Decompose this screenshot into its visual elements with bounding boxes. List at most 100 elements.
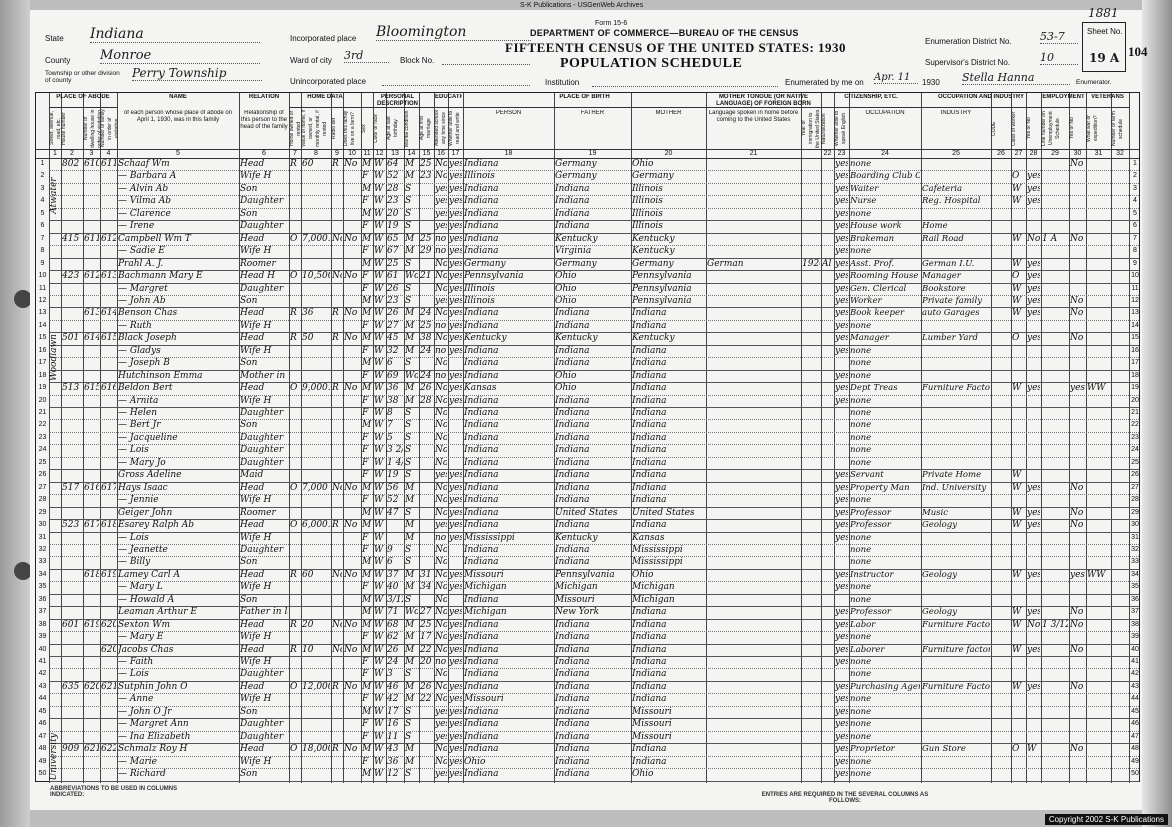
row-number: 8 — [40, 247, 45, 255]
row-number-right: 4 — [1133, 197, 1137, 205]
marital-condition: S — [405, 445, 412, 456]
column-divider — [83, 93, 84, 783]
age-first-marriage: 22 — [420, 694, 432, 705]
street-name: Atwater — [49, 177, 59, 214]
occupation: Boarding Club Operator — [850, 171, 920, 182]
column-divider — [706, 93, 707, 783]
marital-condition: S — [405, 295, 412, 306]
person-name: — Faith — [118, 657, 154, 667]
row-number-right: 17 — [1131, 359, 1139, 367]
relation: Son — [240, 208, 258, 219]
row-divider — [49, 407, 1139, 408]
family-number: 621 — [101, 681, 116, 692]
occupation: Dept Treas — [850, 383, 898, 394]
relation: Head — [240, 569, 265, 580]
occupation: Property Man — [850, 482, 910, 493]
row-number: 41 — [38, 658, 47, 665]
relation: Head — [240, 383, 265, 394]
column-group-header: VETERANS — [1091, 94, 1124, 100]
birthplace-mother: Kentucky — [632, 233, 675, 244]
birthplace-father: Indiana — [555, 544, 590, 555]
person-name: — Bert Jr — [118, 420, 161, 431]
attended-school: yes — [435, 183, 447, 194]
farm: No — [344, 233, 358, 244]
veteran: No — [1070, 333, 1084, 344]
supervisor-label: Supervisor's District No. — [925, 58, 1011, 67]
relation: Wife H — [240, 532, 272, 543]
sex: F — [362, 221, 369, 232]
age-first-marriage: 38 — [420, 333, 432, 344]
column-divider — [100, 93, 101, 783]
attended-school: no — [435, 233, 447, 244]
relation: Wife H — [240, 495, 272, 506]
occupation: Servant — [850, 470, 884, 481]
veteran: No — [1070, 308, 1084, 319]
class-of-worker: O — [1012, 744, 1020, 755]
attended-school: yes — [435, 706, 447, 717]
class-of-worker: W — [1012, 295, 1022, 306]
home-value: 18,000 — [302, 744, 330, 755]
can-read-write: yes — [449, 171, 462, 182]
radio-set: No — [332, 569, 342, 580]
row-number-right: 21 — [1131, 409, 1139, 416]
occupation: none — [850, 669, 872, 680]
row-divider — [49, 469, 1139, 471]
class-of-worker: O — [1012, 333, 1020, 344]
birthplace-mother: Missouri — [632, 706, 672, 717]
sex: M — [362, 482, 372, 493]
industry: Lumber Yard — [922, 333, 978, 344]
sheet-value: 19 A — [1089, 51, 1120, 65]
sex: M — [362, 557, 372, 568]
color-race: W — [374, 358, 384, 369]
relation: Wife H — [240, 756, 272, 767]
column-header: OCCUPATION — [865, 110, 905, 116]
row-number: 47 — [38, 732, 47, 740]
sex: M — [362, 607, 372, 618]
attended-school: No — [435, 681, 447, 692]
row-divider — [49, 344, 1139, 346]
column-header: Yes or No — [1026, 117, 1032, 140]
person-name: — Anne — [118, 694, 154, 705]
occupation: Professor — [850, 607, 891, 618]
row-number: 17 — [38, 359, 47, 367]
enumerator-label: Enumerator. — [1076, 79, 1112, 86]
row-number: 6 — [40, 222, 45, 230]
speaks-english: yes — [835, 470, 848, 481]
row-divider — [49, 456, 1139, 458]
column-group-header: NAME — [169, 94, 187, 100]
farm: No — [344, 308, 358, 319]
marital-condition: S — [405, 669, 412, 680]
color-race: W — [374, 719, 384, 730]
birthplace-father: Indiana — [555, 196, 590, 207]
color-race: W — [374, 594, 384, 605]
column-group-header: EDUCATION — [435, 94, 462, 100]
birthplace-father: Indiana — [555, 495, 590, 506]
sex: M — [362, 594, 372, 605]
class-of-worker: W — [1012, 507, 1022, 518]
age: 71 — [387, 607, 399, 618]
occupation: Asst. Prof. — [850, 258, 895, 269]
color-race: W — [374, 495, 384, 506]
birthplace-person: Mississippi — [464, 532, 515, 543]
speaks-english: yes — [835, 320, 848, 331]
can-read-write: yes — [449, 196, 462, 207]
row-divider — [49, 743, 1139, 745]
marital-condition: S — [405, 196, 412, 207]
attended-school: yes — [435, 731, 447, 742]
column-number: 32 — [1116, 150, 1124, 157]
radio-set: No — [332, 233, 342, 244]
can-read-write: yes — [449, 769, 462, 780]
birthplace-mother: Missouri — [632, 731, 672, 742]
industry: German I.U. — [922, 258, 975, 269]
family-number: 620 — [101, 619, 116, 630]
row-divider — [49, 606, 1139, 608]
industry: Bookstore — [922, 283, 966, 294]
color-race: W — [374, 569, 384, 580]
marital-condition: M — [405, 159, 415, 169]
relation: Head — [240, 619, 265, 630]
age: 45 — [387, 333, 399, 344]
person-name: — Helen — [118, 408, 158, 418]
birthplace-mother: Indiana — [632, 457, 667, 468]
birthplace-father: Indiana — [555, 644, 590, 655]
home-value: 60 — [302, 159, 314, 169]
